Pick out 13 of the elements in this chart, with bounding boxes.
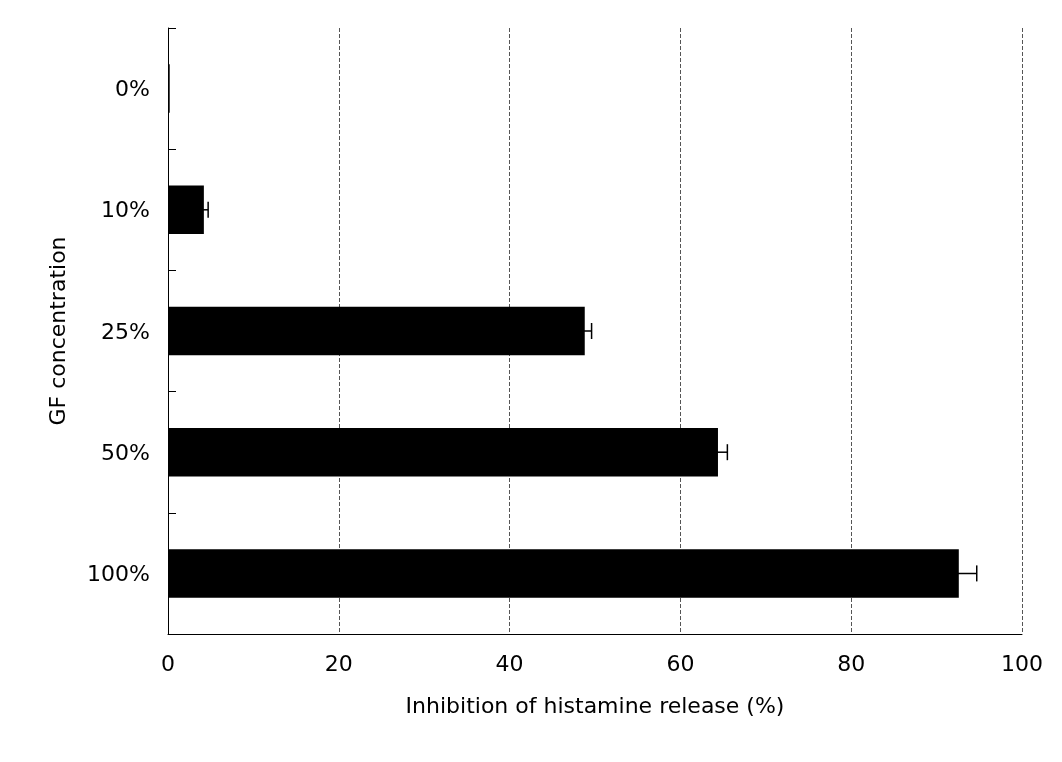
y-tick-label: 10% [101,197,150,223]
x-tick-label: 60 [666,650,695,676]
y-tick-label: 0% [115,76,150,102]
x-tick-label: 20 [324,650,353,676]
y-tick-label: 50% [101,439,150,465]
x-axis-title: Inhibition of histamine release (%) [405,692,785,718]
y-tick-label: 100% [87,560,150,586]
y-tick-label: 25% [101,318,150,344]
x-tick-label: 0 [161,650,175,676]
x-tick-label: 80 [837,650,866,676]
x-tick-label: 100 [1001,650,1043,676]
x-tick-label: 40 [495,650,524,676]
y-axis-title: GF concentration [44,236,70,426]
